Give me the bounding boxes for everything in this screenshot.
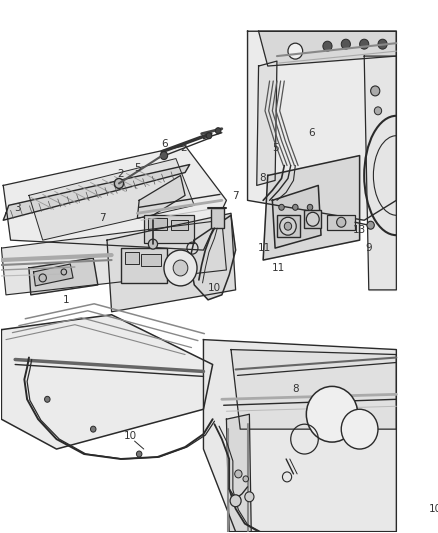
- Polygon shape: [247, 31, 396, 220]
- Circle shape: [230, 495, 241, 507]
- Circle shape: [215, 128, 221, 134]
- Polygon shape: [29, 158, 194, 240]
- Bar: [125, 252, 139, 264]
- Circle shape: [243, 476, 248, 482]
- Circle shape: [114, 179, 124, 188]
- Text: 11: 11: [272, 263, 286, 273]
- Circle shape: [280, 217, 296, 235]
- Text: 8: 8: [259, 173, 265, 183]
- Text: 6: 6: [308, 128, 315, 138]
- Text: 9: 9: [365, 243, 372, 253]
- Text: 2: 2: [117, 169, 124, 180]
- Bar: [148, 218, 167, 230]
- Bar: [144, 215, 194, 243]
- Polygon shape: [364, 56, 396, 290]
- Polygon shape: [3, 146, 226, 250]
- Circle shape: [288, 43, 303, 59]
- Polygon shape: [204, 340, 396, 531]
- Text: 10: 10: [208, 283, 221, 293]
- Bar: [211, 208, 224, 228]
- Bar: [121, 248, 167, 283]
- Text: 10: 10: [124, 431, 137, 441]
- Polygon shape: [34, 264, 73, 286]
- Circle shape: [367, 221, 374, 229]
- Polygon shape: [190, 215, 236, 300]
- Polygon shape: [138, 175, 185, 218]
- Polygon shape: [226, 414, 251, 531]
- Circle shape: [235, 470, 242, 478]
- Circle shape: [337, 217, 346, 227]
- Circle shape: [371, 86, 380, 96]
- Text: 8: 8: [292, 384, 299, 394]
- Circle shape: [307, 204, 313, 211]
- Circle shape: [306, 212, 319, 226]
- Circle shape: [341, 409, 378, 449]
- Circle shape: [136, 451, 142, 457]
- Text: 3: 3: [14, 203, 21, 213]
- Polygon shape: [29, 258, 98, 295]
- Circle shape: [293, 204, 298, 211]
- Polygon shape: [231, 350, 396, 429]
- Bar: [141, 254, 161, 266]
- Circle shape: [323, 41, 332, 51]
- Text: 6: 6: [162, 139, 168, 149]
- Text: 10: 10: [428, 504, 438, 514]
- Polygon shape: [3, 165, 190, 220]
- Text: 11: 11: [258, 243, 271, 253]
- Circle shape: [173, 260, 188, 276]
- Polygon shape: [258, 31, 396, 66]
- Circle shape: [341, 39, 350, 49]
- Circle shape: [39, 274, 46, 282]
- Circle shape: [91, 426, 96, 432]
- Text: 7: 7: [99, 213, 106, 223]
- Polygon shape: [1, 220, 226, 295]
- Text: 5: 5: [134, 163, 141, 173]
- Circle shape: [61, 269, 67, 275]
- Polygon shape: [263, 156, 360, 260]
- Circle shape: [279, 204, 284, 211]
- Circle shape: [164, 250, 197, 286]
- Circle shape: [245, 492, 254, 502]
- Circle shape: [284, 222, 292, 230]
- Text: 5: 5: [272, 143, 279, 152]
- Circle shape: [306, 386, 358, 442]
- Circle shape: [160, 151, 168, 159]
- Bar: [277, 215, 300, 237]
- Text: 13: 13: [353, 225, 366, 235]
- Circle shape: [378, 39, 387, 49]
- Text: 2: 2: [180, 143, 187, 152]
- Bar: [328, 215, 355, 230]
- Polygon shape: [1, 315, 212, 449]
- Circle shape: [374, 107, 381, 115]
- Polygon shape: [272, 185, 321, 248]
- Polygon shape: [107, 213, 236, 312]
- Bar: [304, 211, 321, 228]
- Circle shape: [206, 133, 212, 139]
- Circle shape: [360, 39, 369, 49]
- Text: 7: 7: [232, 191, 239, 201]
- Circle shape: [45, 397, 50, 402]
- Bar: [171, 220, 188, 230]
- Polygon shape: [257, 61, 277, 185]
- Text: 1: 1: [62, 295, 69, 305]
- Circle shape: [148, 239, 158, 249]
